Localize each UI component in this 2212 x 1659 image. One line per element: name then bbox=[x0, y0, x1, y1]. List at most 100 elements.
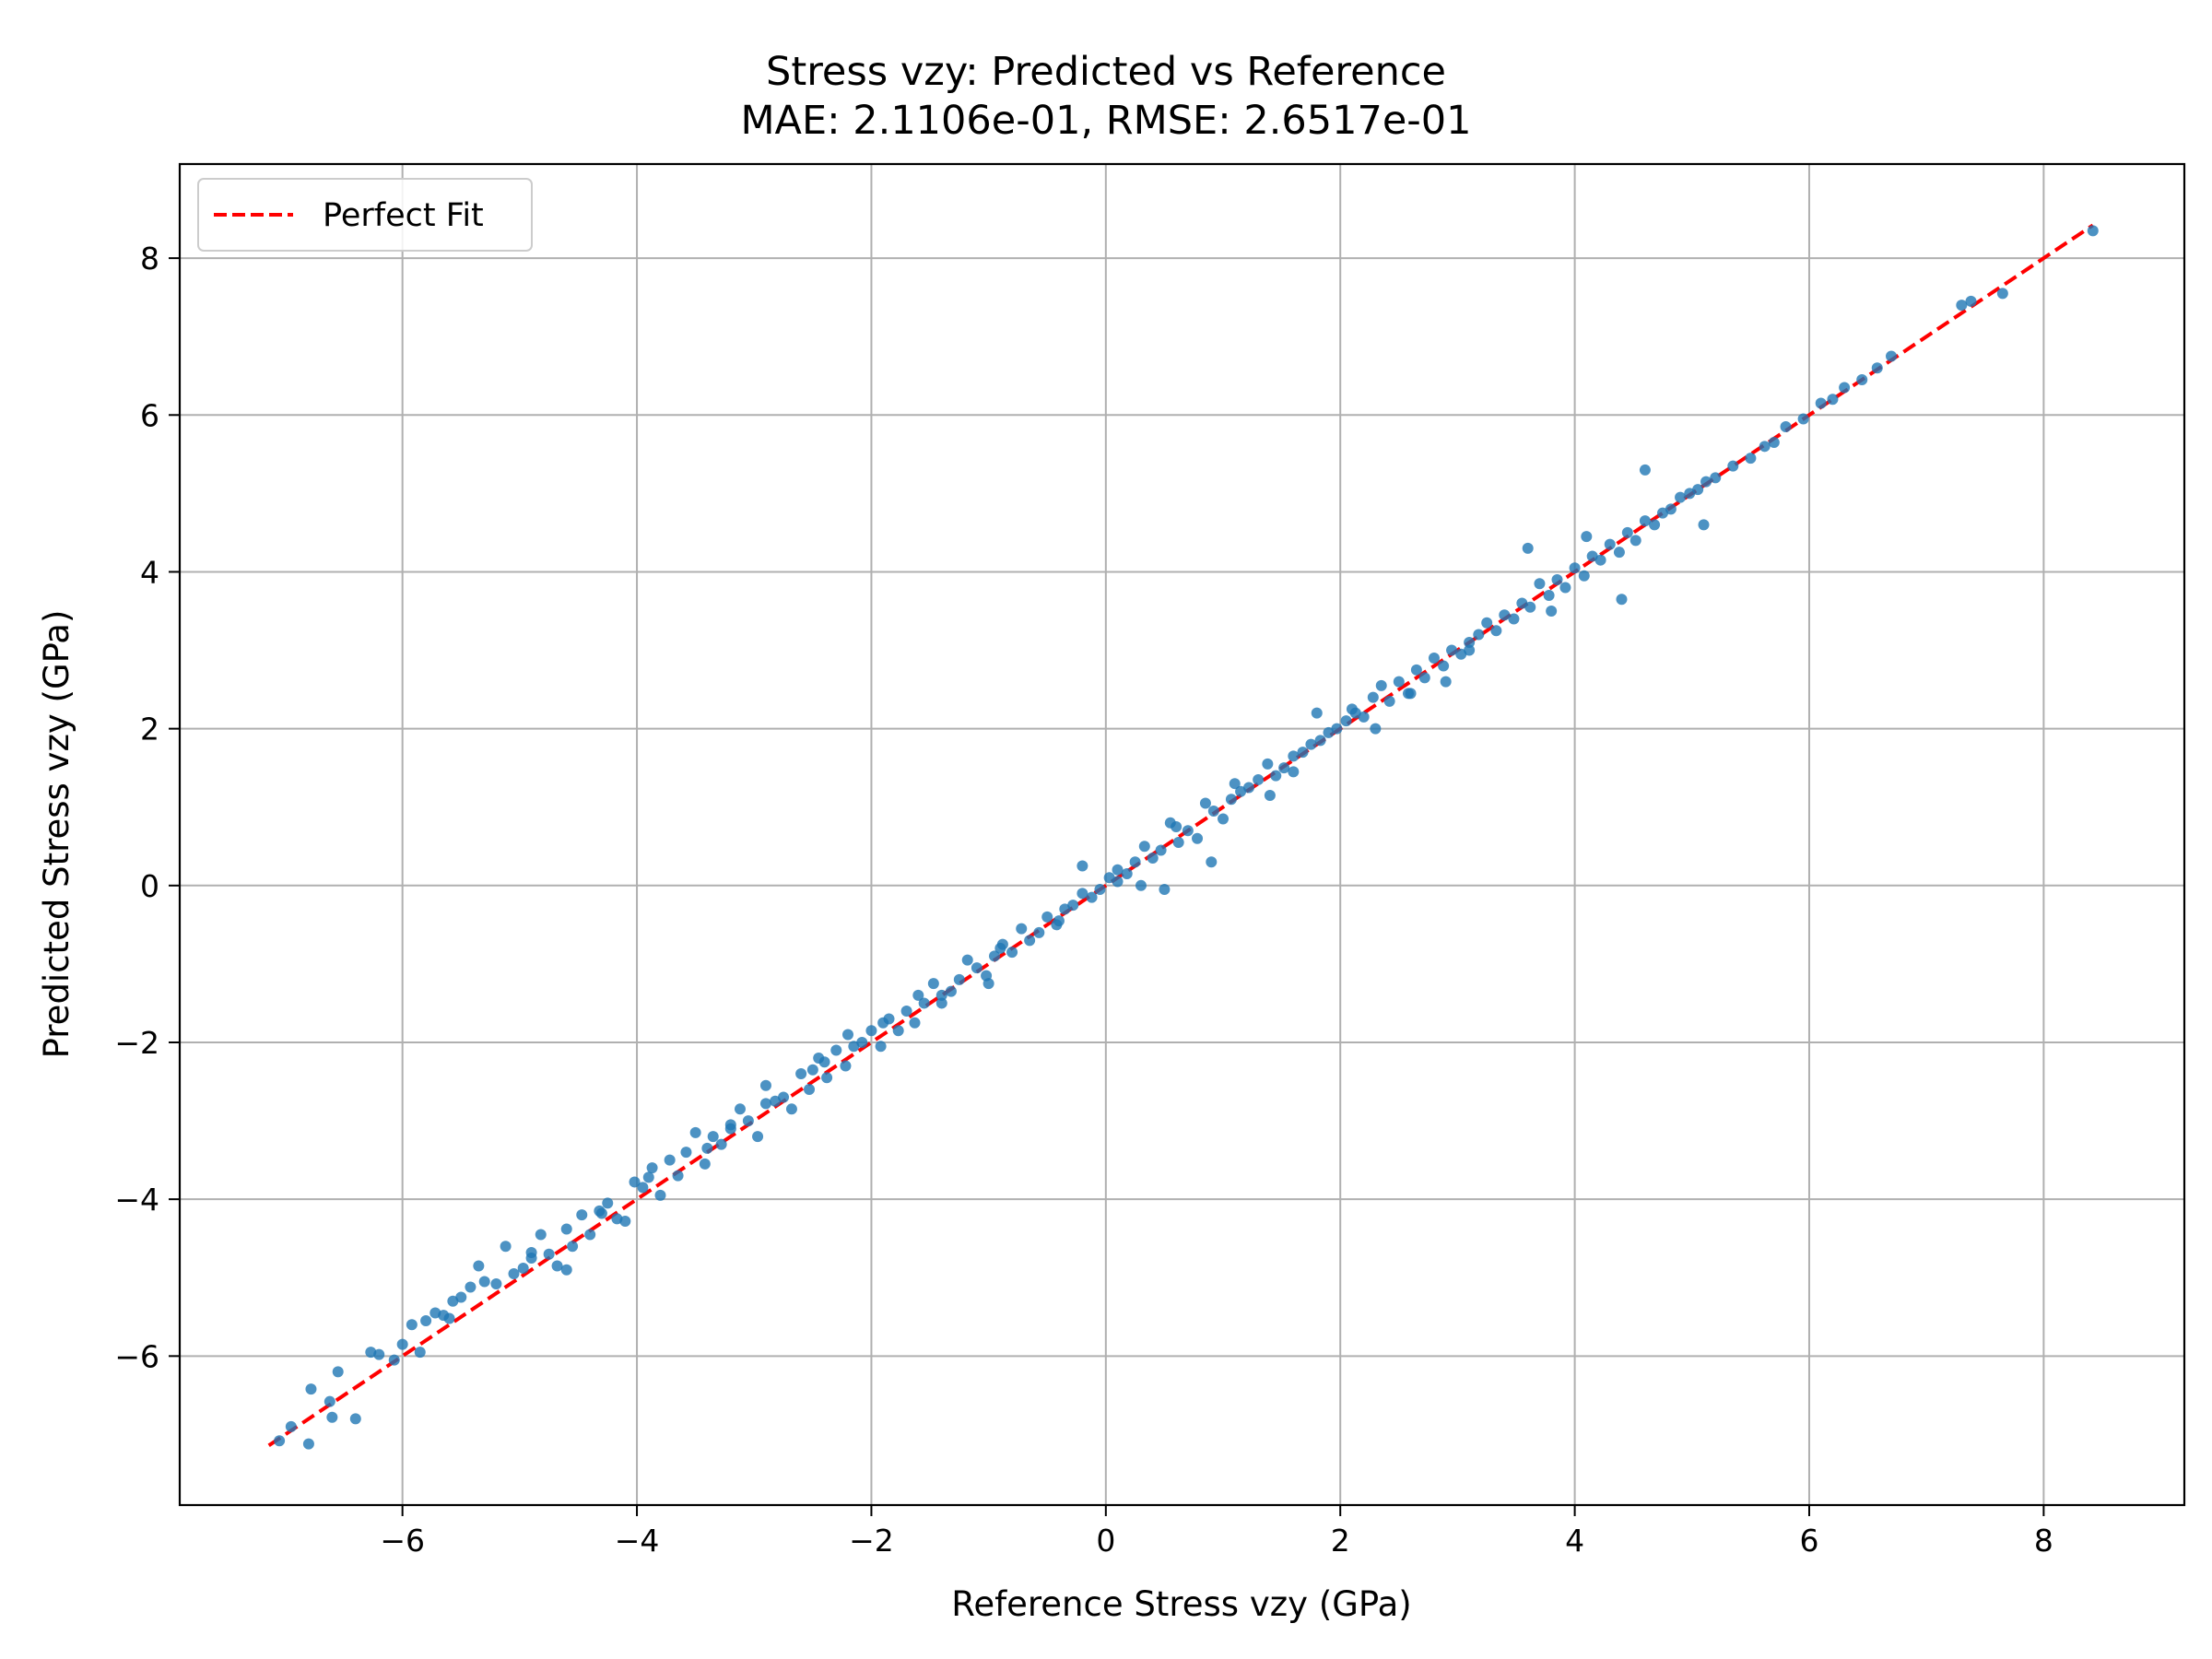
scatter-point bbox=[373, 1348, 385, 1360]
scatter-point bbox=[1346, 703, 1358, 715]
scatter-point bbox=[1393, 676, 1405, 688]
scatter-point bbox=[1956, 300, 1968, 312]
scatter-point bbox=[406, 1319, 418, 1331]
scatter-point bbox=[1700, 476, 1712, 488]
scatter-point bbox=[821, 1072, 833, 1084]
scatter-point bbox=[856, 1036, 868, 1048]
scatter-point bbox=[927, 978, 939, 990]
scatter-point bbox=[699, 1158, 711, 1170]
scatter-point bbox=[1522, 542, 1534, 554]
scatter-point bbox=[1016, 923, 1028, 935]
scatter-point bbox=[584, 1229, 596, 1241]
scatter-point bbox=[1886, 350, 1898, 362]
scatter-point bbox=[1768, 437, 1780, 449]
scatter-point bbox=[1218, 813, 1230, 825]
scatter-point bbox=[759, 1079, 771, 1091]
scatter-points bbox=[274, 225, 2099, 1450]
scatter-point bbox=[1331, 723, 1343, 735]
scatter-point bbox=[1305, 738, 1317, 750]
scatter-point bbox=[734, 1103, 746, 1115]
scatter-point bbox=[1077, 860, 1088, 872]
scatter-point bbox=[525, 1252, 537, 1264]
grid bbox=[180, 164, 2184, 1505]
x-tick-label: 2 bbox=[1331, 1523, 1350, 1559]
y-tick-label: 4 bbox=[140, 554, 159, 590]
scatter-point bbox=[1586, 550, 1598, 562]
scatter-point bbox=[1759, 441, 1771, 453]
scatter-point bbox=[490, 1278, 502, 1290]
scatter-point bbox=[602, 1197, 614, 1209]
scatter-point bbox=[1253, 773, 1265, 785]
scatter-point bbox=[1405, 688, 1417, 700]
scatter-point bbox=[500, 1241, 512, 1253]
scatter-point bbox=[302, 1438, 314, 1450]
scatter-point bbox=[875, 1041, 887, 1053]
x-axis-ticks: −6 −4 −2 0 2 4 6 8 bbox=[380, 1505, 2053, 1559]
scatter-point bbox=[1581, 531, 1593, 543]
scatter-point bbox=[1024, 935, 1036, 947]
scatter-point bbox=[324, 1395, 335, 1407]
scatter-point bbox=[1243, 782, 1254, 794]
legend-box bbox=[197, 178, 533, 252]
scatter-point bbox=[900, 1005, 912, 1017]
scatter-point bbox=[680, 1147, 692, 1159]
scatter-point bbox=[795, 1068, 807, 1080]
scatter-point bbox=[1578, 570, 1590, 582]
scatter-point bbox=[1727, 460, 1739, 472]
scatter-point bbox=[619, 1215, 631, 1227]
scatter-point bbox=[1639, 464, 1651, 476]
scatter-point bbox=[1464, 644, 1476, 656]
scatter-point bbox=[848, 1041, 860, 1053]
scatter-point bbox=[1616, 594, 1628, 606]
scatter-point bbox=[1103, 872, 1115, 884]
scatter-point bbox=[646, 1162, 658, 1174]
scatter-point bbox=[1534, 578, 1546, 590]
scatter-point bbox=[804, 1084, 816, 1096]
scatter-point bbox=[935, 989, 947, 1001]
scatter-point bbox=[1594, 554, 1606, 566]
scatter-point bbox=[1546, 606, 1558, 617]
scatter-point bbox=[473, 1260, 485, 1272]
y-tick-label: 2 bbox=[140, 712, 159, 747]
scatter-point bbox=[1710, 472, 1722, 484]
x-axis-label: Reference Stress vzy (GPa) bbox=[951, 1584, 1411, 1624]
x-tick-label: 6 bbox=[1799, 1523, 1818, 1559]
scatter-point bbox=[1235, 785, 1247, 797]
scatter-point bbox=[447, 1295, 459, 1307]
scatter-point bbox=[1604, 538, 1616, 550]
plot-area bbox=[178, 162, 2186, 1507]
scatter-point bbox=[1508, 613, 1520, 625]
scatter-point bbox=[1698, 519, 1710, 531]
scatter-point bbox=[637, 1182, 649, 1194]
y-tick-label: 0 bbox=[140, 868, 159, 904]
scatter-point bbox=[551, 1260, 563, 1272]
scatter-point bbox=[1262, 758, 1274, 770]
y-tick-label: 8 bbox=[140, 241, 159, 276]
scatter-point bbox=[1665, 503, 1677, 515]
scatter-point bbox=[892, 1025, 904, 1037]
scatter-point bbox=[707, 1131, 719, 1143]
scatter-point bbox=[1135, 879, 1147, 891]
scatter-point bbox=[1033, 926, 1045, 938]
scatter-point bbox=[1446, 644, 1458, 656]
scatter-point bbox=[1639, 515, 1651, 527]
scatter-point bbox=[1684, 488, 1696, 500]
scatter-point bbox=[517, 1263, 529, 1275]
scatter-point bbox=[1745, 453, 1757, 465]
scatter-point bbox=[818, 1056, 830, 1068]
scatter-point bbox=[1780, 421, 1792, 433]
scatter-point bbox=[1675, 491, 1687, 503]
scatter-point bbox=[1077, 888, 1088, 900]
scatter-point bbox=[1264, 789, 1276, 801]
scatter-point bbox=[1499, 609, 1511, 621]
y-tick-label: −4 bbox=[114, 1182, 159, 1218]
scatter-point bbox=[912, 989, 924, 1001]
scatter-point bbox=[689, 1126, 701, 1138]
scatter-point bbox=[1871, 362, 1883, 374]
scatter-point bbox=[785, 1103, 797, 1115]
scatter-point bbox=[1856, 373, 1868, 385]
scatter-point bbox=[840, 1060, 852, 1072]
scatter-point bbox=[1041, 911, 1053, 923]
scatter-point bbox=[918, 997, 930, 1009]
scatter-point bbox=[576, 1209, 588, 1221]
